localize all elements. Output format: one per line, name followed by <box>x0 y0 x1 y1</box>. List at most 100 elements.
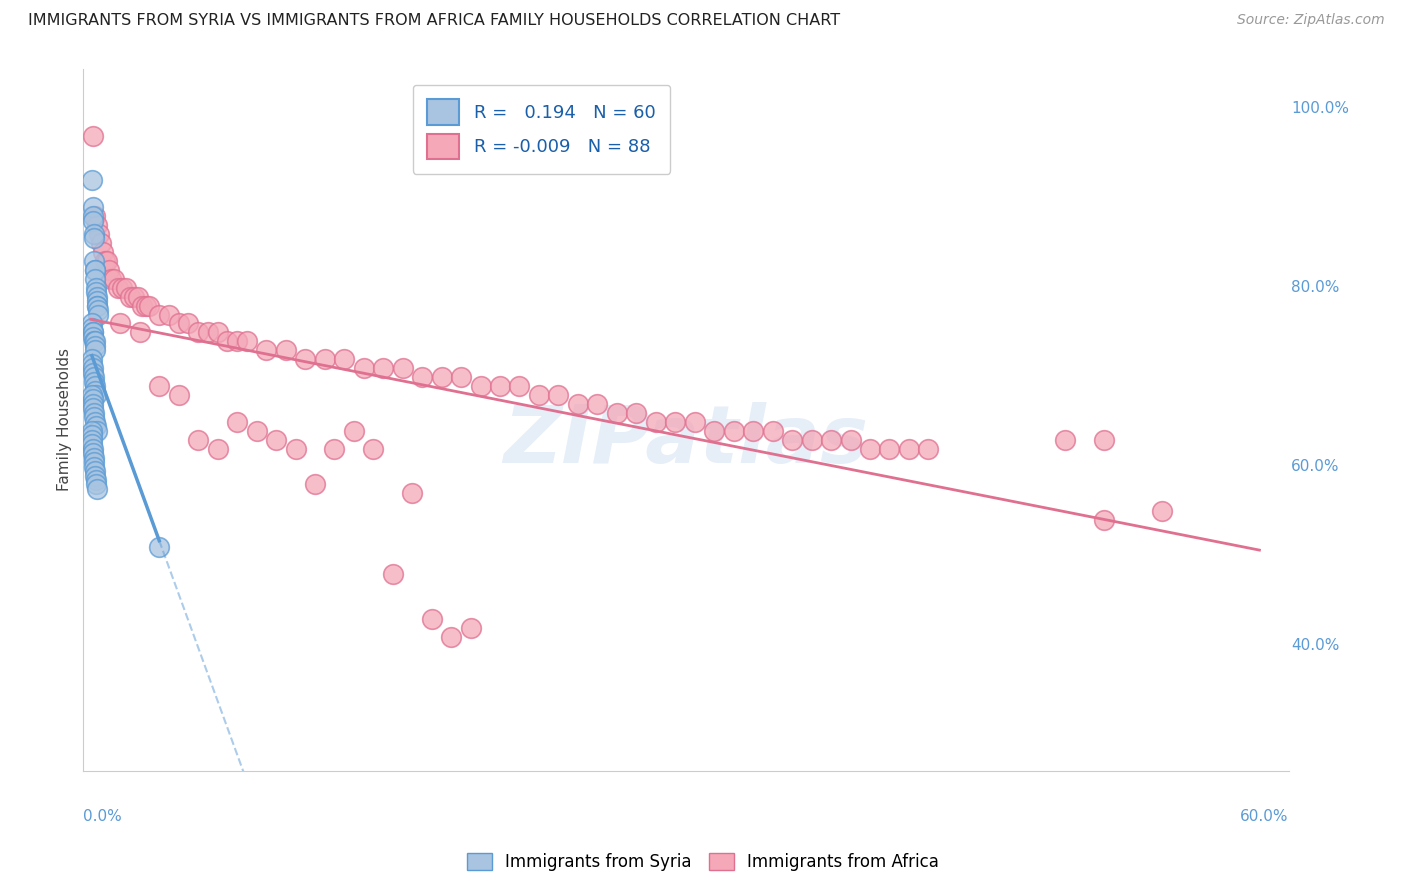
Point <box>167 388 190 402</box>
Point <box>111 281 134 295</box>
Text: 40.0%: 40.0% <box>1291 638 1340 653</box>
Text: Source: ZipAtlas.com: Source: ZipAtlas.com <box>1237 13 1385 28</box>
Point <box>363 442 385 456</box>
Point <box>80 317 103 331</box>
Point <box>207 442 229 456</box>
Point <box>86 299 108 313</box>
Point <box>274 343 297 358</box>
Point <box>82 128 104 143</box>
Point <box>83 375 105 389</box>
Point <box>82 437 104 451</box>
Point <box>87 308 110 322</box>
Y-axis label: Family Households: Family Households <box>58 348 72 491</box>
Text: IMMIGRANTS FROM SYRIA VS IMMIGRANTS FROM AFRICA FAMILY HOUSEHOLDS CORRELATION CH: IMMIGRANTS FROM SYRIA VS IMMIGRANTS FROM… <box>28 13 841 29</box>
Point <box>97 262 120 277</box>
Text: 60.0%: 60.0% <box>1240 809 1289 824</box>
Point <box>82 446 104 460</box>
Point <box>470 379 492 393</box>
Point <box>859 442 882 456</box>
Point <box>90 235 112 250</box>
Point <box>742 424 765 438</box>
Point <box>82 361 104 376</box>
Point <box>138 299 160 313</box>
Point <box>96 253 118 268</box>
Point <box>839 433 862 447</box>
Point <box>103 271 125 285</box>
Text: 100.0%: 100.0% <box>1291 102 1348 116</box>
Point <box>86 303 108 318</box>
Point <box>82 366 104 380</box>
Point <box>83 464 105 478</box>
Point <box>82 326 104 340</box>
Point <box>762 424 785 438</box>
Point <box>86 218 108 232</box>
Point <box>187 433 209 447</box>
Point <box>84 343 107 358</box>
Point <box>82 357 104 371</box>
Point <box>131 299 153 313</box>
Point <box>148 379 170 393</box>
Point <box>86 482 108 496</box>
Point <box>93 253 115 268</box>
Point <box>82 213 104 227</box>
Point <box>84 473 107 487</box>
Point <box>217 334 239 349</box>
Point <box>84 271 107 285</box>
Point <box>84 419 107 434</box>
Legend: Immigrants from Syria, Immigrants from Africa: Immigrants from Syria, Immigrants from A… <box>458 845 948 880</box>
Point <box>254 343 277 358</box>
Point <box>226 415 249 429</box>
Text: 80.0%: 80.0% <box>1291 280 1340 295</box>
Point <box>167 317 190 331</box>
Point <box>82 401 104 416</box>
Point <box>107 281 129 295</box>
Point <box>128 326 150 340</box>
Point <box>187 326 209 340</box>
Point <box>84 388 107 402</box>
Point <box>157 308 180 322</box>
Point <box>84 262 107 277</box>
Point <box>82 326 104 340</box>
Point <box>82 200 104 214</box>
Point <box>304 477 326 491</box>
Point <box>82 388 104 402</box>
Point <box>284 442 307 456</box>
Point <box>800 433 823 447</box>
Text: 0.0%: 0.0% <box>83 809 122 824</box>
Point <box>83 334 105 349</box>
Point <box>135 299 157 313</box>
Point <box>197 326 219 340</box>
Point <box>460 621 482 635</box>
Point <box>84 209 107 223</box>
Point <box>917 442 939 456</box>
Point <box>703 424 725 438</box>
Point <box>430 370 453 384</box>
Point <box>84 285 107 300</box>
Point <box>82 433 104 447</box>
Point <box>1092 513 1115 527</box>
Point <box>83 455 105 469</box>
Point <box>411 370 433 384</box>
Point <box>401 486 423 500</box>
Point <box>391 361 413 376</box>
Point <box>115 281 138 295</box>
Point <box>91 244 114 259</box>
Point <box>80 424 103 438</box>
Text: 60.0%: 60.0% <box>1291 459 1340 474</box>
Legend: R =   0.194   N = 60, R = -0.009   N = 88: R = 0.194 N = 60, R = -0.009 N = 88 <box>412 85 671 174</box>
Point <box>83 227 105 241</box>
Point <box>84 477 107 491</box>
Point <box>82 209 104 223</box>
Point <box>333 352 356 367</box>
Point <box>82 392 104 407</box>
Point <box>450 370 472 384</box>
Point <box>644 415 666 429</box>
Point <box>226 334 249 349</box>
Point <box>80 352 103 367</box>
Point <box>820 433 842 447</box>
Point <box>87 227 110 241</box>
Point <box>122 290 145 304</box>
Point <box>148 540 170 554</box>
Point <box>381 566 404 581</box>
Point <box>86 299 108 313</box>
